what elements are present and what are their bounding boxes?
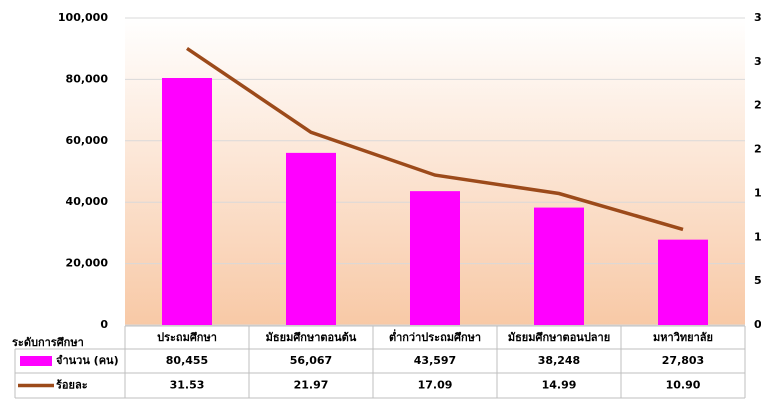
x-tick-label: มัธยมศึกษาตอนปลาย bbox=[508, 331, 610, 344]
y-tick-label: 80,000 bbox=[66, 72, 109, 85]
x-tick-label: มัธยมศึกษาตอนต้น bbox=[266, 331, 357, 344]
table-value: 38,248 bbox=[538, 354, 580, 367]
table-value: 10.90 bbox=[666, 379, 701, 392]
y2-tick-label: 0 bbox=[754, 318, 761, 331]
legend-swatch bbox=[20, 356, 52, 366]
x-tick-label: ต่ำกว่าประถมศึกษา bbox=[389, 329, 481, 344]
y2-tick-label: 1 bbox=[754, 186, 761, 199]
y-tick-label: 20,000 bbox=[66, 257, 109, 270]
table-value: 21.97 bbox=[294, 379, 329, 392]
table-value: 31.53 bbox=[170, 379, 205, 392]
table-value: 43,597 bbox=[414, 354, 456, 367]
y2-tick-label: 2 bbox=[754, 99, 761, 112]
line bbox=[186, 46, 684, 232]
x-tick-label: ประถมศึกษา bbox=[157, 331, 217, 344]
y-tick-label: 0 bbox=[100, 318, 108, 331]
y-tick-label: 60,000 bbox=[66, 134, 109, 147]
legend-label: จำนวน (คน) bbox=[56, 354, 119, 367]
bar bbox=[286, 152, 336, 325]
y2-tick-label: 3 bbox=[754, 11, 761, 24]
y2-tick-label: 1 bbox=[754, 230, 761, 243]
y2-tick-label: 5 bbox=[754, 274, 761, 287]
x-axis-label: ระดับการศึกษา bbox=[12, 336, 84, 349]
table-value: 56,067 bbox=[290, 354, 332, 367]
y-tick-label: 100,000 bbox=[58, 11, 108, 24]
y2-tick-label: 3 bbox=[754, 55, 761, 68]
table-value: 14.99 bbox=[542, 379, 577, 392]
bar bbox=[658, 239, 708, 325]
x-tick-label: มหาวิทยาลัย bbox=[653, 331, 713, 344]
y-tick-label: 40,000 bbox=[66, 195, 109, 208]
y2-tick-label: 2 bbox=[754, 143, 761, 156]
bar bbox=[162, 78, 212, 326]
table-value: 17.09 bbox=[418, 379, 453, 392]
legend-label: ร้อยละ bbox=[56, 379, 88, 392]
bar bbox=[534, 207, 584, 325]
table-value: 80,455 bbox=[166, 354, 208, 367]
table-value: 27,803 bbox=[662, 354, 704, 367]
bar bbox=[410, 191, 460, 325]
